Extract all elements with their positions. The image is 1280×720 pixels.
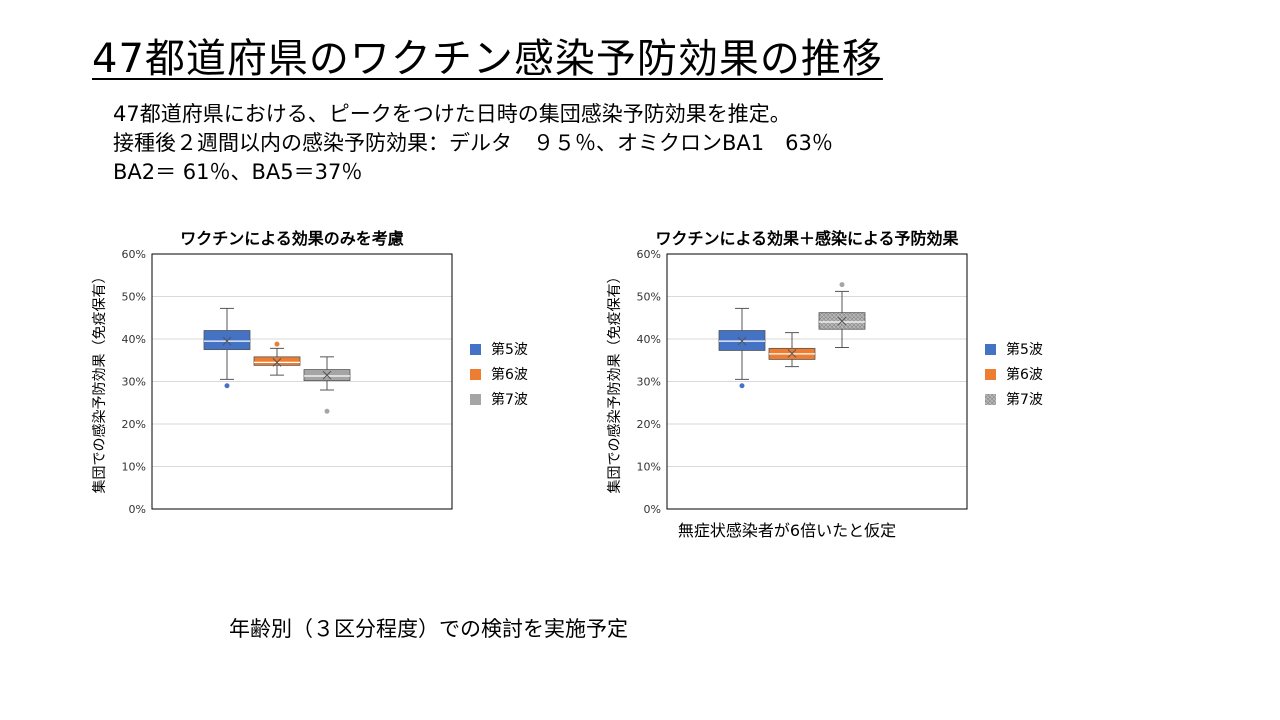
legend-swatch xyxy=(470,369,481,380)
box-第6波 xyxy=(253,341,301,376)
legend-label: 第7波 xyxy=(491,391,528,408)
plot-area-border xyxy=(666,253,968,510)
y-axis-label: 集団での感染予防効果（免疫保有） xyxy=(91,270,108,494)
chart-note: 無症状感染者が6倍いたと仮定 xyxy=(678,521,896,540)
y-tick-label: 10% xyxy=(637,461,661,474)
mean-marker xyxy=(322,370,332,380)
box-第7波 xyxy=(303,356,351,414)
y-axis-label: 集団での感染予防効果（免疫保有） xyxy=(606,270,623,494)
legend-swatch xyxy=(985,369,996,380)
mean-marker xyxy=(222,336,232,346)
intro-line: 47都道府県における、ピークをつけた日時の集団感染予防効果を推定。 xyxy=(113,102,791,126)
mean-marker xyxy=(787,349,797,358)
y-tick-label: 40% xyxy=(637,333,661,346)
y-tick-label: 60% xyxy=(637,248,661,261)
mean-marker xyxy=(272,358,282,367)
footer-note: 年齢別（３区分程度）での検討を実施予定 xyxy=(229,617,628,641)
y-tick-label: 20% xyxy=(637,418,661,431)
mean-marker xyxy=(737,336,747,346)
legend-label: 第7波 xyxy=(1006,391,1043,408)
chart-title: ワクチンによる効果＋感染による予防効果 xyxy=(655,229,958,248)
y-tick-label: 0% xyxy=(129,503,146,516)
legend-swatch xyxy=(985,344,996,355)
legend-label: 第6波 xyxy=(491,366,528,383)
legend-label: 第5波 xyxy=(491,341,528,358)
y-tick-label: 20% xyxy=(122,418,146,431)
iqr-box xyxy=(203,330,251,351)
vaccine-only-boxplot: ワクチンによる効果のみを考慮 0% 10% 20% 30% 40% 50% 60% 集団での感染… xyxy=(91,229,528,516)
y-tick-label: 50% xyxy=(637,291,661,304)
vaccine-plus-infection-boxplot: ワクチンによる効果＋感染による予防効果 0% 10% 20% 30% 40% 50% 60% 集… xyxy=(606,229,1043,540)
y-tick-label: 60% xyxy=(122,248,146,261)
legend-label: 第6波 xyxy=(1006,366,1043,383)
outlier-point xyxy=(324,408,330,414)
y-tick-label: 50% xyxy=(122,291,146,304)
iqr-box xyxy=(253,356,301,366)
y-tick-label: 40% xyxy=(122,333,146,346)
box-第5波 xyxy=(203,307,251,389)
intro-line: 接種後２週間以内の感染予防効果：デルタ ９５％、オミクロンBA1 63％ xyxy=(113,131,833,155)
slide-title: 47都道府県のワクチン感染予防効果の推移 xyxy=(92,36,883,82)
y-tick-label: 30% xyxy=(122,376,146,389)
box-第7波 xyxy=(818,282,866,348)
mean-marker xyxy=(837,316,847,326)
outlier-point xyxy=(839,282,845,288)
box-第5波 xyxy=(718,307,766,389)
legend-swatch xyxy=(470,344,481,355)
plot-area-border xyxy=(151,253,453,510)
outlier-point xyxy=(274,341,280,347)
intro-line: BA2＝ 61％、BA5＝37％ xyxy=(113,160,363,184)
y-tick-label: 30% xyxy=(637,376,661,389)
y-tick-label: 0% xyxy=(644,503,661,516)
legend-swatch xyxy=(985,394,996,405)
y-tick-label: 10% xyxy=(122,461,146,474)
box-第6波 xyxy=(768,332,816,368)
outlier-point xyxy=(224,383,230,389)
legend-swatch xyxy=(470,394,481,405)
legend-label: 第5波 xyxy=(1006,341,1043,358)
intro-text: 47都道府県における、ピークをつけた日時の集団感染予防効果を推定。 接種後２週間… xyxy=(113,100,833,187)
outlier-point xyxy=(739,383,745,389)
chart-title: ワクチンによる効果のみを考慮 xyxy=(180,229,404,248)
